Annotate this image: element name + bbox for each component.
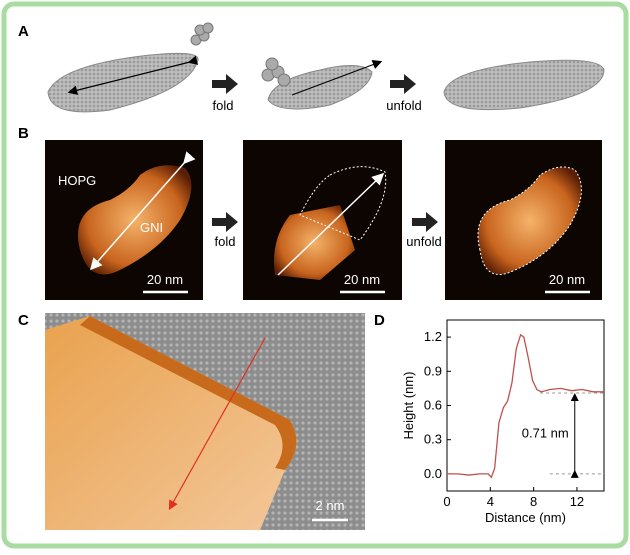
flake bbox=[267, 65, 373, 110]
step-arrow bbox=[390, 74, 416, 94]
edge bbox=[80, 316, 297, 470]
arrow bbox=[67, 55, 199, 95]
step-label: fold bbox=[213, 98, 234, 113]
flake bbox=[274, 205, 355, 280]
y-axis-label: Height (nm) bbox=[401, 372, 416, 440]
outline bbox=[299, 166, 387, 241]
step-arrow bbox=[412, 212, 438, 232]
scale-label: 2 nm bbox=[316, 498, 345, 513]
flake bbox=[45, 316, 297, 530]
panel-label: D bbox=[374, 312, 385, 329]
flake bbox=[477, 166, 582, 275]
step-label: fold bbox=[215, 234, 236, 249]
x-tick-label: 0 bbox=[443, 494, 450, 509]
panel-label: A bbox=[18, 23, 29, 40]
arrow bbox=[291, 60, 383, 96]
step-arrow bbox=[212, 212, 238, 232]
chart: 0.0 0.3 0.6 0.9 1.2 0 4 8 12 Distance (nm) Height … bbox=[401, 319, 605, 525]
tip bbox=[261, 57, 291, 87]
scale-label: 20 nm bbox=[344, 272, 380, 287]
scale-label: 20 nm bbox=[147, 272, 183, 287]
y-tick-label: 0.6 bbox=[424, 398, 442, 413]
x-axis-label: Distance (nm) bbox=[485, 510, 566, 525]
arrow bbox=[90, 151, 196, 271]
y-tick-label: 0.3 bbox=[424, 432, 442, 447]
y-tick-label: 0.9 bbox=[424, 363, 442, 378]
panel-label: B bbox=[18, 125, 29, 142]
y-tick-label: 1.2 bbox=[424, 329, 442, 344]
flake-label: GNI bbox=[140, 220, 163, 235]
arrow bbox=[277, 172, 385, 276]
substrate-label: HOPG bbox=[58, 173, 96, 188]
annotation: 0.71 nm bbox=[522, 425, 569, 440]
line bbox=[447, 333, 604, 479]
flake bbox=[443, 59, 605, 111]
panel-label: C bbox=[18, 312, 29, 329]
step-label: unfold bbox=[406, 234, 441, 249]
step-arrow bbox=[212, 74, 238, 94]
y-tick-label: 0.0 bbox=[424, 466, 442, 481]
tip bbox=[190, 22, 214, 46]
x-tick-label: 8 bbox=[530, 494, 537, 509]
x-tick-label: 12 bbox=[570, 494, 584, 509]
arrow bbox=[168, 337, 266, 511]
step-label: unfold bbox=[386, 98, 421, 113]
scale-label: 20 nm bbox=[549, 272, 585, 287]
x-tick-label: 4 bbox=[487, 494, 494, 509]
